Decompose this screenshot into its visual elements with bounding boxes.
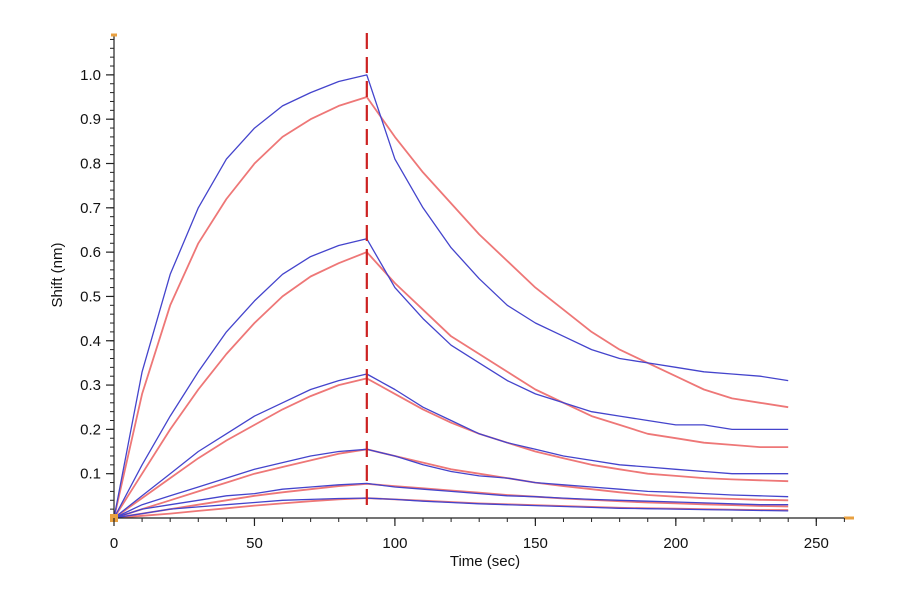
measured-curve-9 [113, 482, 789, 519]
x-tick-label: 150 [523, 535, 548, 552]
y-tick-label: 0.5 [80, 288, 101, 305]
fitted-curve-4 [113, 251, 789, 519]
y-tick-label: 0.3 [80, 377, 101, 394]
fitted-curve-2 [113, 96, 789, 519]
x-tick-label: 250 [804, 535, 829, 552]
y-tick-label: 0.2 [80, 421, 101, 438]
fitted-curve-10 [113, 482, 789, 519]
fitted-curve-6 [113, 377, 789, 519]
y-tick-label: 1.0 [80, 67, 101, 84]
measured-curve-3 [113, 238, 789, 519]
measured-curve-7 [113, 448, 789, 519]
y-tick-label: 0.1 [80, 466, 101, 483]
fitted-curve-8 [113, 448, 789, 519]
x-tick-label: 0 [110, 535, 118, 552]
x-axis-title: Time (sec) [450, 553, 520, 570]
axes-layer [110, 33, 854, 522]
fitted-curve-12 [113, 497, 789, 519]
y-tick-label: 0.8 [80, 156, 101, 173]
measured-curve-11 [113, 497, 789, 519]
y-tick-label: 0.4 [80, 333, 101, 350]
x-tick-label: 50 [246, 535, 263, 552]
tick-layer: 0 50 100 150 200 250 0.1 0.2 0.3 0.4 0.5 0.6 0.7 0.8 0… [80, 38, 845, 552]
x-tick-label: 100 [382, 535, 407, 552]
y-tick-label: 0.6 [80, 244, 101, 261]
x-tick-label: 200 [663, 535, 688, 552]
measured-curve-5 [113, 373, 789, 519]
y-tick-label: 0.7 [80, 200, 101, 217]
measured-curve-1 [113, 74, 789, 519]
plot-lines [113, 74, 789, 519]
y-axis-title: Shift (nm) [49, 242, 66, 307]
y-tick-label: 0.9 [80, 111, 101, 128]
